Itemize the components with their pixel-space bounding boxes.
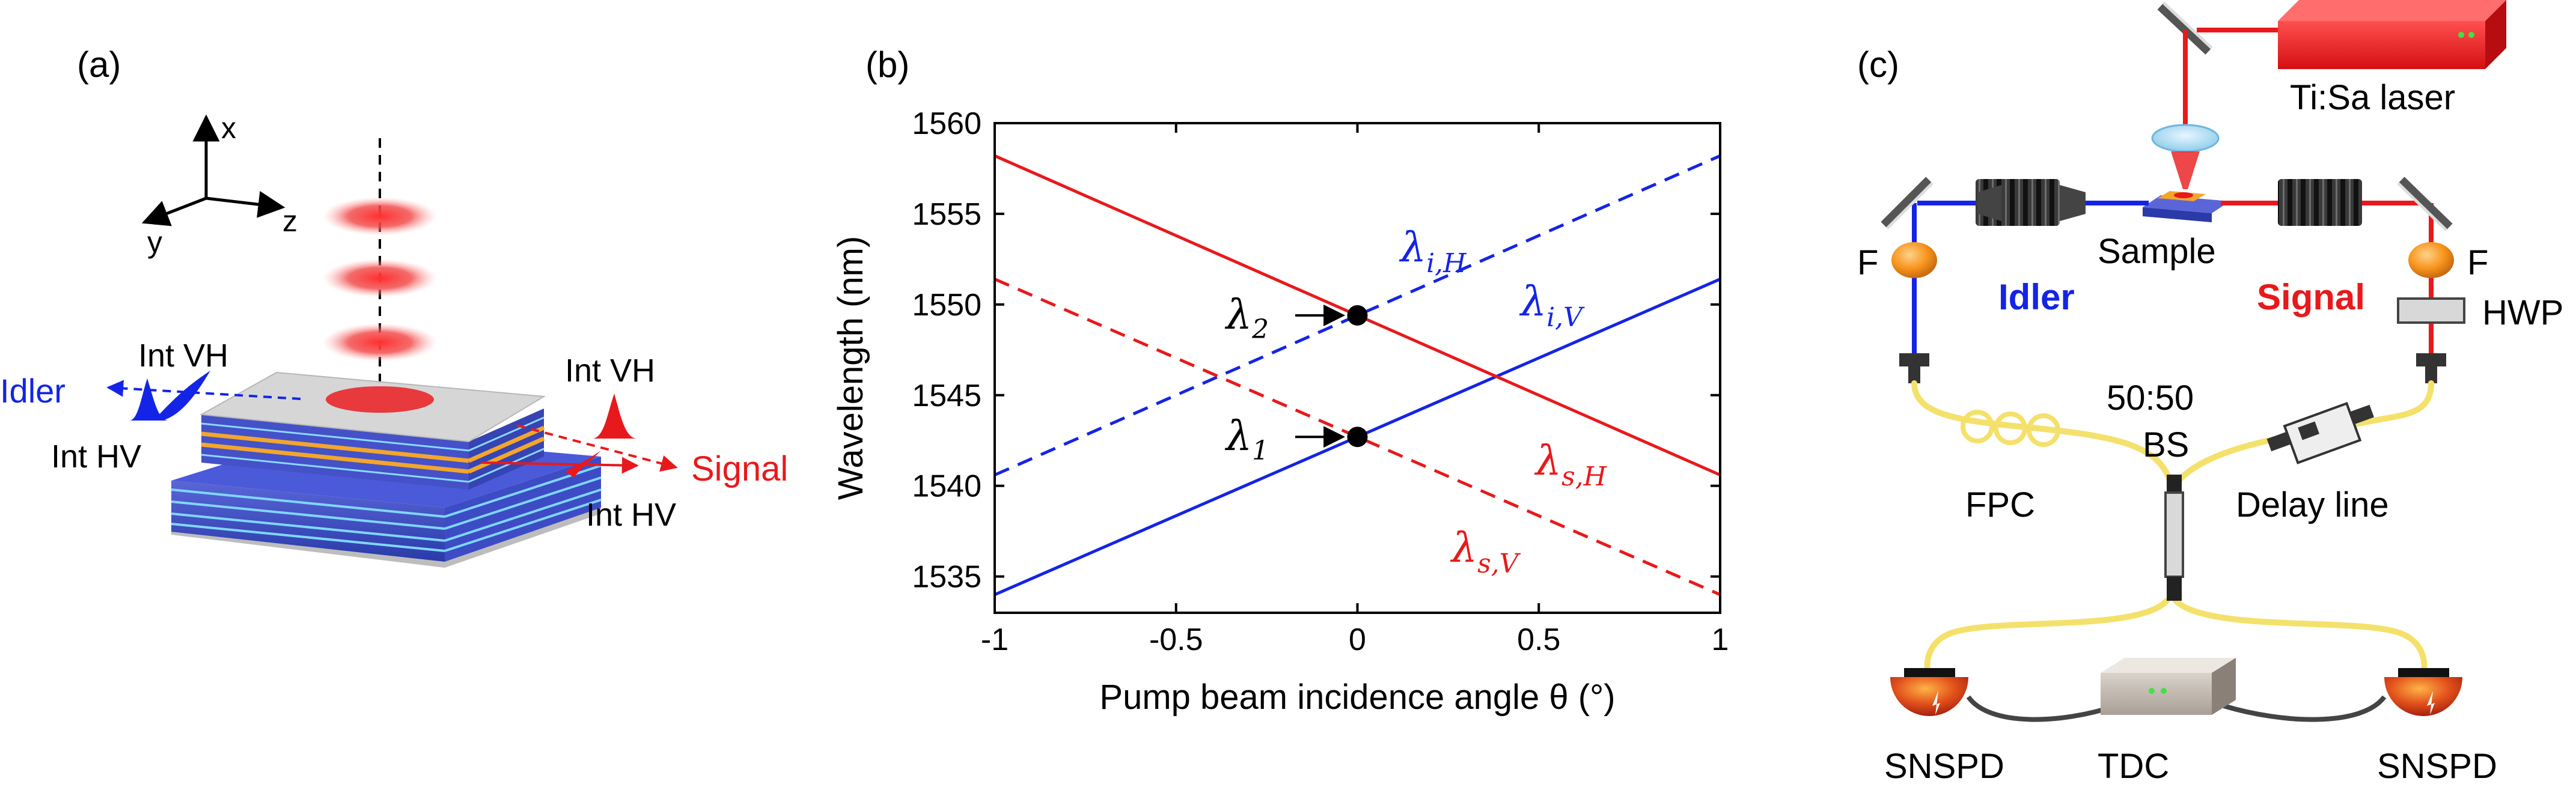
ti-sa-laser [2278, 0, 2506, 69]
hwp-label: HWP [2482, 293, 2563, 332]
x-tick-label: 0.5 [1517, 622, 1560, 657]
snspd-right-label: SNSPD [2377, 747, 2497, 786]
series-group [995, 154, 1720, 597]
signal-label-a: Signal [691, 449, 788, 488]
series-line-0 [995, 154, 1720, 476]
pump-spot-on-sample [326, 386, 434, 413]
series-label-2: λs,H [1534, 437, 1608, 492]
cable-left [1966, 695, 2117, 722]
tdc-label: TDC [2098, 747, 2169, 786]
fiber-beam-splitter [2164, 475, 2184, 601]
pump-pulse [323, 197, 437, 235]
signal-label-c: Signal [2257, 277, 2365, 317]
focusing-lens [2151, 124, 2220, 153]
series-label-3: λs,V [1450, 524, 1521, 579]
crossing-label: λ1 [1224, 413, 1269, 466]
series-label-0: λi,H [1399, 224, 1467, 279]
crossing-label: λ2 [1224, 291, 1269, 345]
y-tick-label: 1535 [912, 560, 981, 595]
fiber-coupler-left [1899, 353, 1929, 383]
fiber-coupler-right [2416, 353, 2446, 383]
plot-frame [993, 122, 1721, 614]
bs-label: BS [2143, 425, 2189, 464]
idler-beam-left [106, 380, 301, 400]
axis-x-label: x [221, 111, 236, 145]
int-hv-left-label: Int HV [51, 439, 141, 475]
snspd-right [2384, 668, 2462, 716]
idler-pulse-vh [129, 378, 168, 421]
snspd-left [1890, 668, 1968, 716]
fiber-to-snspd-right [2173, 598, 2428, 682]
panel-b: (b) -1 -0.5 0 0.5 1 1535 1540 1545 1550 1555 1560 P… [831, 44, 1729, 717]
laser-label: Ti:Sa laser [2290, 78, 2455, 117]
y-axis-label: Wavelength (nm) [831, 236, 870, 500]
x-tick-label: 0 [1349, 622, 1366, 657]
bs-ratio-label: 50:50 [2107, 378, 2194, 418]
snspd-left-label: SNSPD [1884, 747, 2004, 786]
panel-c-tag: (c) [1857, 44, 1899, 85]
signal-mirror [2397, 177, 2453, 231]
panel-c: (c) Ti:Sa laser Sample [1857, 0, 2563, 786]
pump-focus-cone [2171, 151, 2200, 189]
signal-collimator-tip [1977, 185, 2001, 221]
fpc-label: FPC [1965, 485, 2035, 524]
y-tick-label: 1540 [912, 469, 981, 504]
y-tick-label: 1555 [912, 197, 981, 232]
y-tick-label: 1545 [912, 378, 981, 413]
x-tick-label: -1 [981, 622, 1009, 657]
pump-pulse [323, 323, 437, 362]
panel-b-tag: (b) [865, 44, 909, 85]
idler-mirror [1881, 177, 1934, 229]
delay-line-label: Delay line [2236, 485, 2389, 524]
y-tick-label: 1560 [912, 106, 981, 141]
pump-pulse [323, 259, 437, 297]
signal-pulse-vh [592, 393, 637, 439]
int-hv-right-label: Int HV [586, 497, 676, 533]
series-line-3 [995, 278, 1720, 597]
fiber-idler [1911, 380, 2173, 484]
crossing-point [1347, 305, 1368, 326]
int-vh-left-label: Int VH [138, 338, 228, 374]
int-vh-right-label: Int VH [565, 353, 655, 389]
x-tick-label: -0.5 [1149, 622, 1203, 657]
fiber-to-snspd-left [1924, 598, 2170, 682]
filter-left [1891, 242, 1937, 278]
coordinate-axes [141, 114, 285, 226]
filter-left-label: F [1857, 243, 1878, 282]
signal-collimator-coil [2278, 179, 2362, 226]
delay-line [2266, 402, 2374, 464]
signal-beam-solid [480, 457, 639, 474]
axis-y-label: y [147, 225, 162, 259]
idler-pulse-hv [153, 371, 210, 421]
signal-pulse-hv [565, 451, 601, 478]
fiber-polarization-controller [1961, 410, 2060, 447]
sample-chip [2143, 191, 2230, 222]
pump-mirror [2157, 2, 2213, 55]
axis-z-label: z [282, 204, 298, 238]
series-label-1: λi,V [1519, 278, 1585, 333]
tdc-box [2101, 658, 2236, 715]
x-tick-label: 1 [1712, 622, 1729, 657]
wavelength-chart: -1 -0.5 0 0.5 1 1535 1540 1545 1550 1555 1560 Pump … [831, 106, 1729, 717]
signal-beam-dashed [516, 424, 678, 472]
panel-a-tag: (a) [77, 44, 121, 85]
idler-label-c: Idler [1998, 277, 2075, 317]
idler-collimator-tip [2060, 185, 2086, 221]
cable-right [2223, 695, 2387, 722]
half-wave-plate [2397, 297, 2465, 324]
y-tick-label: 1550 [912, 288, 981, 323]
idler-label-a: Idler [0, 372, 66, 410]
sample-label: Sample [2098, 232, 2216, 271]
crossing-point [1347, 427, 1368, 448]
filter-right [2408, 242, 2454, 278]
sample-upper-block [199, 371, 546, 490]
filter-right-label: F [2467, 243, 2488, 282]
panel-a: (a) x z y [0, 44, 788, 568]
x-axis-label: Pump beam incidence angle θ (°) [1099, 678, 1615, 717]
